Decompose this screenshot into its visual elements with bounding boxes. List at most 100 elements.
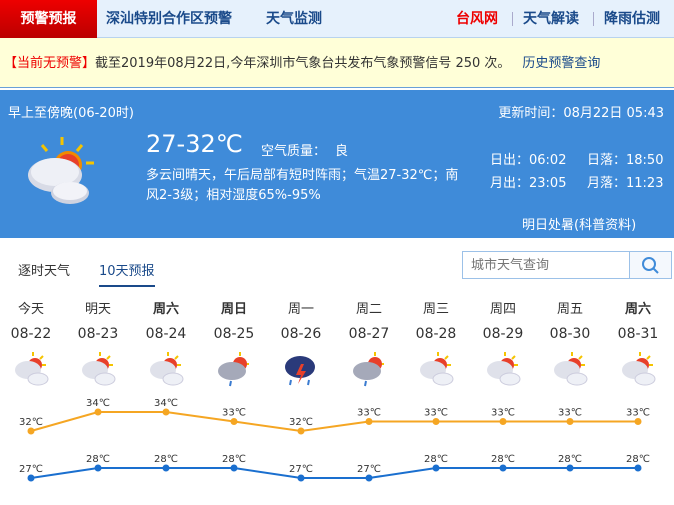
date-label: 08-29 xyxy=(482,326,524,342)
update-time: 更新时间：08月22日 05:43 xyxy=(498,106,664,121)
low-temp-point xyxy=(162,464,170,472)
date-label: 08-23 xyxy=(77,326,119,342)
day-label: 周日 xyxy=(220,302,247,317)
search-icon xyxy=(642,257,659,274)
date-label: 08-30 xyxy=(549,326,591,342)
date-label: 08-27 xyxy=(348,326,390,342)
low-temp-label: 27℃ xyxy=(289,464,313,475)
sunrise: 日出：06:02 xyxy=(490,153,567,168)
nav-monitoring[interactable]: 天气监测 xyxy=(266,11,322,27)
day-label: 周四 xyxy=(489,302,516,317)
thunderstorm-icon xyxy=(283,350,319,392)
high-temp-point xyxy=(432,418,440,425)
high-temp-label: 33℃ xyxy=(222,408,246,419)
date-label: 08-28 xyxy=(415,326,457,342)
nav-rainfall[interactable]: 降雨估测 xyxy=(604,11,660,27)
date-label: 08-22 xyxy=(10,326,52,342)
nav-shenshan[interactable]: 深汕特别合作区预警 xyxy=(106,11,232,27)
high-temp-label: 33℃ xyxy=(357,408,381,419)
low-temp-point xyxy=(230,464,238,472)
high-temp-label: 34℃ xyxy=(86,398,110,409)
low-temp-label: 28℃ xyxy=(558,454,582,465)
aqi-value: 良 xyxy=(335,144,349,159)
science-link[interactable]: 明日处暑(科普资料) xyxy=(522,218,637,233)
period: 早上至傍晚(06-20时) xyxy=(8,106,134,121)
low-temp-label: 28℃ xyxy=(86,454,110,465)
shower-icon xyxy=(216,350,252,392)
partly-cloudy-icon xyxy=(552,350,588,392)
high-temp-point xyxy=(94,408,102,416)
partly-cloudy-icon xyxy=(485,350,521,392)
low-temp-point xyxy=(566,464,574,472)
low-temp-label: 27℃ xyxy=(19,464,43,475)
low-temp-point xyxy=(634,464,642,472)
low-temp-label: 28℃ xyxy=(154,454,178,465)
day-label: 周二 xyxy=(355,302,382,317)
low-temp-point xyxy=(365,474,373,482)
top-nav: 预警预报 深汕特别合作区预警 天气监测 台风网 天气解读 降雨估测 xyxy=(0,0,674,38)
partly-cloudy-icon xyxy=(13,350,49,392)
nav-typhoon[interactable]: 台风网 xyxy=(456,11,498,27)
low-temp-label: 28℃ xyxy=(491,454,515,465)
aqi-label: 空气质量： xyxy=(261,144,327,159)
moonrise: 月出：23:05 xyxy=(490,176,567,191)
desc-line2: 风2-3级；相对湿度65%-95% xyxy=(146,188,321,203)
low-temp-label: 28℃ xyxy=(626,454,650,465)
day-label: 今天 xyxy=(17,302,44,317)
alert-text: 截至2019年08月22日,今年深圳市气象台共发布气象预警信号 250 次。 xyxy=(95,56,511,71)
city-search-input[interactable] xyxy=(462,251,630,279)
alert-bar: 【当前无预警】截至2019年08月22日,今年深圳市气象台共发布气象预警信号 2… xyxy=(0,38,674,88)
high-temp-point xyxy=(297,427,305,435)
high-temp-label: 33℃ xyxy=(558,408,582,419)
moonset: 月落：11:23 xyxy=(587,176,664,191)
search-button[interactable] xyxy=(629,251,672,279)
date-label: 08-24 xyxy=(145,326,187,342)
partly-cloudy-icon xyxy=(620,350,656,392)
low-temp-label: 28℃ xyxy=(222,454,246,465)
partly-cloudy-icon xyxy=(418,350,454,392)
high-temp-point xyxy=(230,418,238,425)
divider xyxy=(512,12,513,26)
divider xyxy=(593,12,594,26)
sunset: 日落：18:50 xyxy=(587,153,664,168)
day-label: 周一 xyxy=(287,302,314,317)
date-label: 08-26 xyxy=(280,326,322,342)
partly-cloudy-icon xyxy=(148,350,184,392)
high-temp-label: 33℃ xyxy=(491,408,515,419)
desc-line1: 多云间晴天，午后局部有短时阵雨；气温27-32℃；南 xyxy=(146,168,459,183)
history-link[interactable]: 历史预警查询 xyxy=(522,56,601,71)
high-temp-label: 34℃ xyxy=(154,398,178,409)
nav-home-tab[interactable]: 预警预报 xyxy=(0,0,97,38)
high-temp-point xyxy=(566,418,574,425)
low-temp-label: 28℃ xyxy=(424,454,448,465)
partly-cloudy-icon xyxy=(20,135,100,209)
temperature: 27-32℃ xyxy=(146,130,243,158)
high-temp-label: 33℃ xyxy=(424,408,448,419)
low-temp-point xyxy=(297,474,305,482)
low-temp-line xyxy=(30,467,638,479)
today-panel: 早上至傍晚(06-20时) 更新时间：08月22日 05:43 27-32℃ 空… xyxy=(0,90,674,238)
day-label: 周六 xyxy=(624,302,651,317)
high-temp-point xyxy=(27,427,35,435)
day-label: 周五 xyxy=(556,302,583,317)
high-temp-label: 33℃ xyxy=(626,408,650,419)
high-temp-label: 32℃ xyxy=(19,417,43,428)
date-label: 08-31 xyxy=(617,326,659,342)
date-label: 08-25 xyxy=(213,326,255,342)
high-temp-point xyxy=(499,418,507,425)
tab-10day[interactable]: 10天预报 xyxy=(99,260,155,287)
day-label: 周六 xyxy=(152,302,179,317)
low-temp-point xyxy=(94,464,102,472)
shower-icon xyxy=(351,350,387,392)
tab-hourly[interactable]: 逐时天气 xyxy=(18,264,71,279)
day-label: 周三 xyxy=(422,302,449,317)
nav-interpretation[interactable]: 天气解读 xyxy=(523,11,579,27)
low-temp-point xyxy=(27,474,35,482)
low-temp-point xyxy=(499,464,507,472)
high-temp-point xyxy=(365,418,373,425)
low-temp-label: 27℃ xyxy=(357,464,381,475)
high-temp-label: 32℃ xyxy=(289,417,313,428)
high-temp-point xyxy=(162,408,170,416)
high-temp-point xyxy=(634,418,642,425)
day-label: 明天 xyxy=(84,302,111,317)
